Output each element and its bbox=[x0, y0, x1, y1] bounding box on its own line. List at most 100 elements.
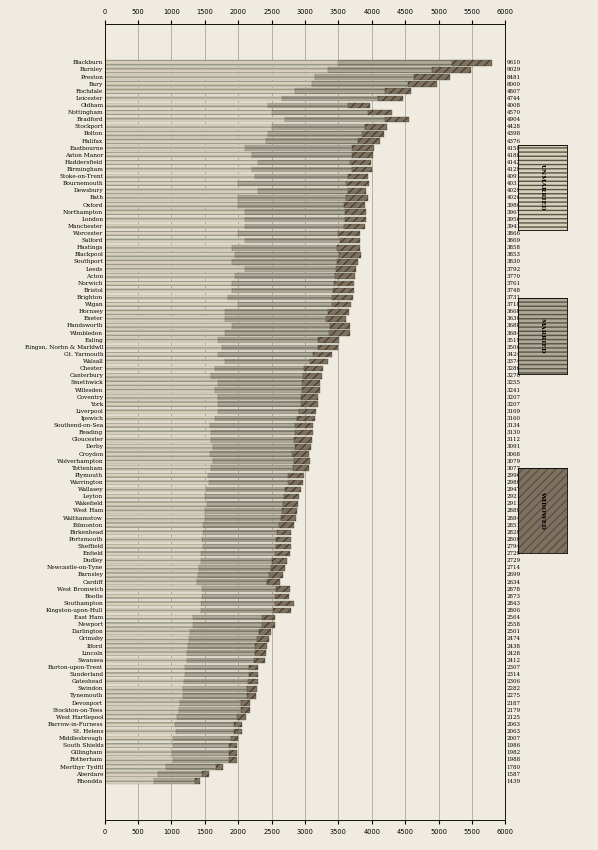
Bar bbox=[198, 572, 269, 578]
Bar bbox=[210, 422, 295, 428]
Bar bbox=[349, 103, 370, 108]
Bar bbox=[335, 274, 355, 279]
Bar bbox=[105, 544, 203, 549]
Bar bbox=[333, 287, 354, 293]
Bar bbox=[154, 779, 196, 784]
Bar bbox=[173, 736, 231, 741]
Bar bbox=[231, 287, 333, 293]
Bar bbox=[334, 280, 355, 286]
Bar bbox=[279, 523, 294, 528]
Bar bbox=[105, 593, 202, 599]
Bar bbox=[105, 74, 315, 80]
Bar bbox=[105, 565, 200, 570]
Bar bbox=[176, 728, 234, 734]
Bar bbox=[200, 565, 271, 570]
Bar bbox=[105, 60, 338, 65]
Bar bbox=[105, 110, 271, 116]
Bar bbox=[105, 173, 255, 179]
Bar bbox=[221, 344, 318, 350]
Bar bbox=[255, 173, 349, 179]
Bar bbox=[349, 188, 367, 194]
Bar bbox=[294, 458, 310, 464]
Bar bbox=[284, 494, 299, 500]
Bar bbox=[105, 608, 201, 614]
Bar bbox=[277, 530, 291, 535]
Bar bbox=[275, 593, 289, 599]
Bar bbox=[292, 451, 309, 456]
Bar bbox=[344, 202, 365, 208]
Bar bbox=[105, 274, 235, 279]
Bar bbox=[105, 409, 218, 414]
Bar bbox=[452, 60, 492, 65]
Bar bbox=[184, 679, 248, 684]
Bar bbox=[105, 764, 166, 770]
Bar bbox=[338, 60, 452, 65]
Bar bbox=[349, 173, 368, 179]
Bar bbox=[225, 359, 310, 365]
Bar bbox=[202, 536, 276, 542]
Bar bbox=[105, 302, 238, 308]
Bar bbox=[255, 650, 266, 656]
Bar bbox=[105, 437, 212, 443]
Bar bbox=[188, 643, 255, 649]
Bar bbox=[105, 757, 173, 762]
Bar bbox=[202, 551, 275, 557]
Bar bbox=[326, 316, 346, 321]
Bar bbox=[339, 252, 361, 258]
Bar bbox=[231, 259, 337, 264]
Bar bbox=[230, 757, 237, 762]
Bar bbox=[241, 707, 250, 713]
Bar bbox=[345, 217, 366, 222]
Text: WIDOWED: WIDOWED bbox=[540, 491, 545, 529]
Bar bbox=[197, 580, 267, 585]
Bar bbox=[234, 722, 242, 727]
Bar bbox=[258, 188, 349, 194]
Bar bbox=[105, 643, 188, 649]
Bar bbox=[301, 401, 318, 407]
Bar bbox=[257, 636, 269, 642]
Bar bbox=[105, 779, 154, 784]
Bar bbox=[262, 615, 276, 620]
Bar bbox=[235, 274, 335, 279]
Bar bbox=[238, 302, 332, 308]
Bar bbox=[245, 266, 335, 272]
Bar bbox=[105, 536, 202, 542]
Bar bbox=[166, 764, 216, 770]
Bar bbox=[180, 700, 242, 706]
Bar bbox=[105, 650, 187, 656]
Bar bbox=[105, 530, 203, 535]
Bar bbox=[105, 580, 197, 585]
Bar bbox=[344, 224, 365, 230]
Bar bbox=[187, 650, 255, 656]
Bar bbox=[105, 736, 173, 741]
Bar bbox=[209, 479, 288, 485]
Bar bbox=[105, 217, 245, 222]
Bar bbox=[352, 167, 373, 173]
Bar bbox=[105, 82, 312, 87]
Bar bbox=[105, 515, 205, 521]
Bar bbox=[304, 366, 323, 371]
Bar bbox=[202, 772, 209, 777]
Bar bbox=[105, 501, 207, 507]
Bar bbox=[105, 422, 210, 428]
Bar bbox=[105, 152, 252, 158]
Bar bbox=[245, 145, 352, 151]
Bar bbox=[271, 565, 285, 570]
Bar bbox=[203, 544, 276, 549]
Bar bbox=[297, 416, 315, 422]
Bar bbox=[105, 337, 218, 343]
Bar bbox=[350, 160, 371, 165]
Bar bbox=[172, 750, 228, 756]
Bar bbox=[231, 280, 334, 286]
Bar bbox=[208, 473, 288, 479]
Bar bbox=[294, 437, 312, 443]
Bar bbox=[231, 245, 337, 251]
Bar bbox=[238, 202, 344, 208]
Bar bbox=[158, 772, 202, 777]
Bar bbox=[337, 245, 360, 251]
Bar bbox=[318, 344, 338, 350]
Bar bbox=[105, 131, 269, 137]
Bar bbox=[254, 658, 266, 663]
Bar bbox=[385, 88, 411, 94]
Bar bbox=[218, 380, 303, 386]
